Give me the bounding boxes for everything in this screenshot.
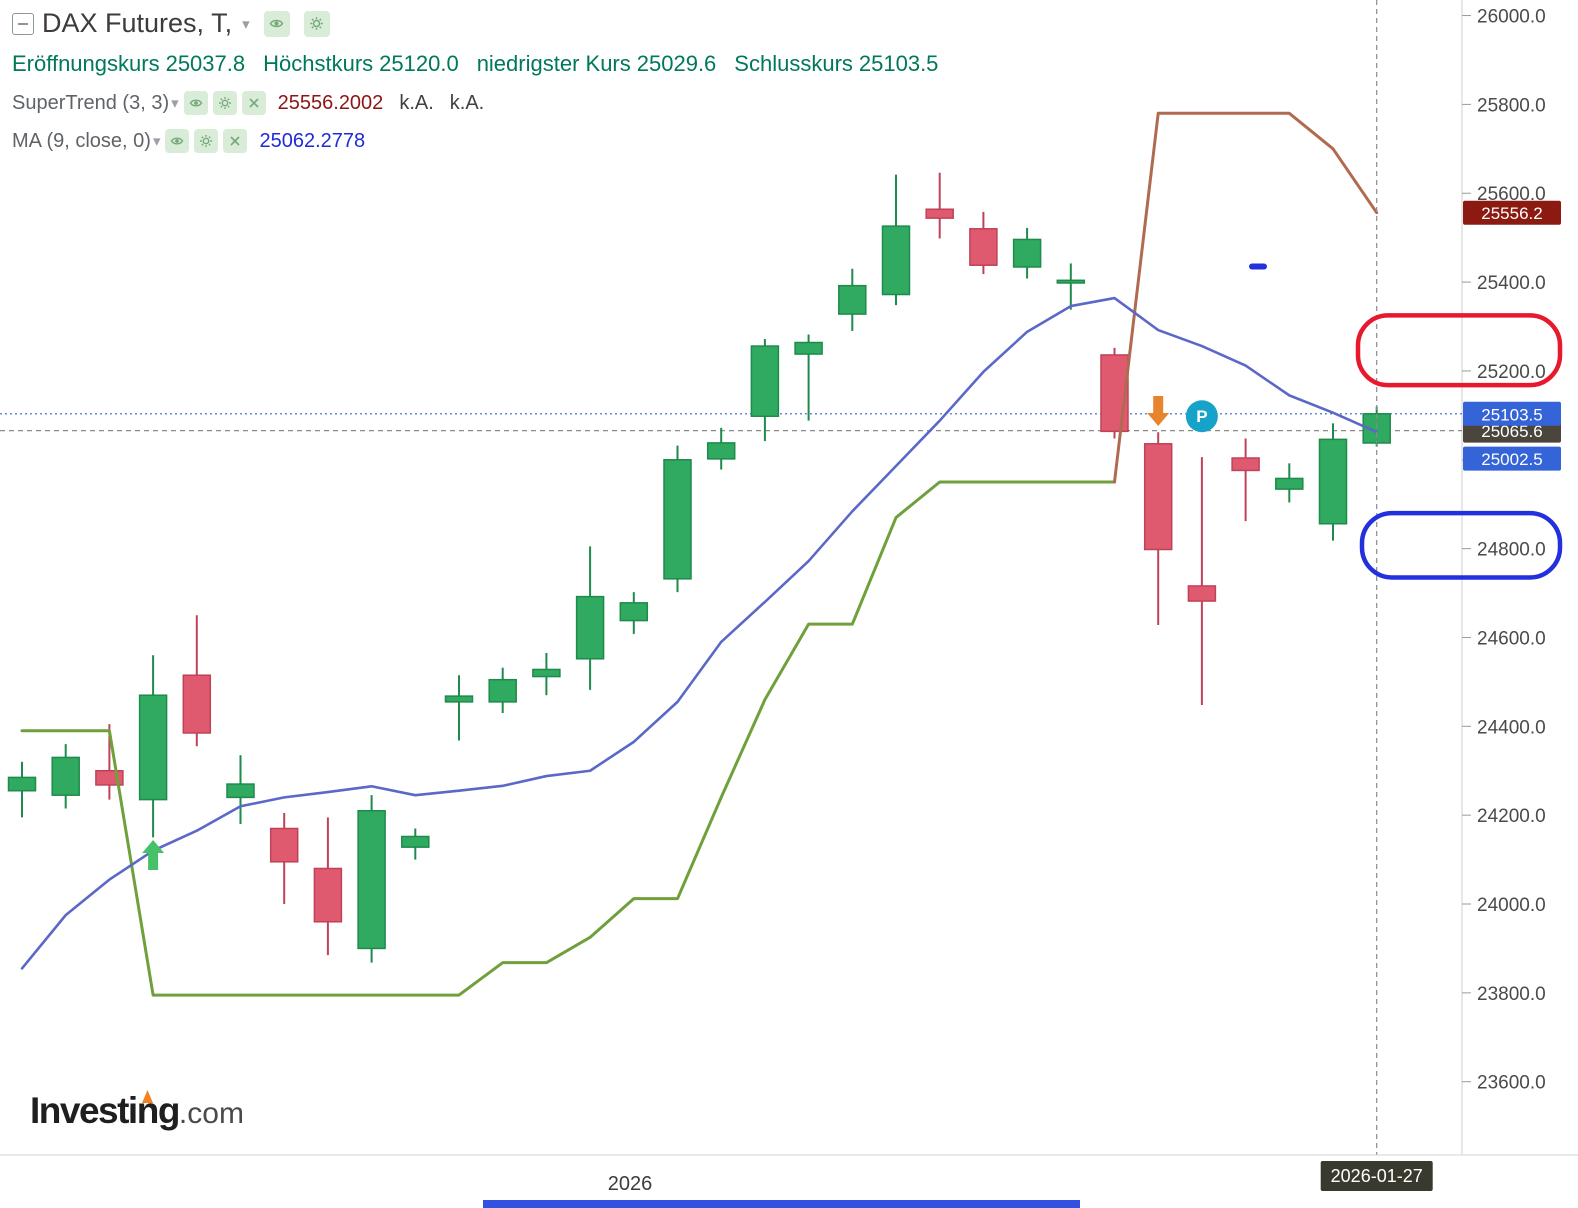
y-tick-label: 24800.0	[1477, 540, 1546, 561]
chevron-down-icon[interactable]: ▾	[171, 95, 179, 112]
candle-body	[488, 678, 517, 703]
candle-body	[1056, 279, 1086, 284]
candle-body	[357, 809, 386, 950]
high-value: 25120.0	[379, 51, 459, 76]
candle-body	[925, 208, 954, 219]
candle-body	[663, 459, 692, 580]
y-tick-label: 24000.0	[1477, 895, 1546, 916]
visibility-icon[interactable]	[263, 10, 290, 37]
candle-body	[1318, 438, 1348, 525]
low-label: niedrigster Kurs	[476, 51, 631, 76]
y-tick-label: 25800.0	[1477, 95, 1546, 116]
indicator-supertrend-label[interactable]: SuperTrend (3, 3)	[12, 91, 170, 114]
scrollbar-thumb[interactable]	[483, 1200, 1080, 1208]
y-tick-label: 23600.0	[1477, 1073, 1546, 1094]
symbol-title[interactable]: DAX Futures, T,	[42, 8, 233, 38]
open-label: Eröffnungskurs	[12, 51, 160, 76]
price-badge-label: 25002.5	[1481, 450, 1542, 469]
settings-icon[interactable]	[212, 91, 237, 115]
supertrend-extra-1: k.A.	[399, 91, 434, 114]
price-badge-label: 25065.6	[1481, 422, 1542, 441]
indicator-ma-label[interactable]: MA (9, close, 0)	[12, 129, 151, 152]
candle-body	[51, 756, 80, 796]
candle-body	[881, 225, 911, 296]
indicator-row-ma: MA (9, close, 0) ▾ 25062.2778	[12, 129, 956, 153]
y-tick-label: 25600.0	[1477, 184, 1546, 205]
price-badge-label: 25556.2	[1481, 204, 1542, 223]
ma-line	[20, 296, 1378, 970]
price-badge	[1463, 200, 1561, 225]
p-marker-label: P	[1196, 407, 1207, 426]
close-icon[interactable]	[223, 129, 248, 153]
crosshair-date-badge	[1320, 1161, 1433, 1191]
ohlc-row: Eröffnungskurs 25037.8 Höchstkurs 25120.…	[12, 51, 956, 77]
candle-body	[182, 674, 212, 734]
candle-body	[794, 341, 823, 355]
chevron-down-icon[interactable]: ▾	[242, 15, 250, 33]
candle-body	[444, 695, 474, 703]
collapse-icon[interactable]	[12, 12, 34, 35]
logo-suffix-text: .com	[178, 1097, 244, 1130]
ma-value: 25062.2778	[259, 129, 366, 152]
y-tick-label: 24200.0	[1477, 806, 1546, 827]
blue-box-annotation[interactable]	[1359, 510, 1563, 580]
chevron-down-icon[interactable]: ▾	[152, 133, 161, 150]
crosshair-date-label: 2026-01-27	[1331, 1166, 1423, 1186]
blue-dash-marker[interactable]	[1249, 263, 1267, 270]
candle-body	[1187, 585, 1217, 602]
open-value: 25037.8	[165, 51, 246, 76]
candle-body	[313, 867, 343, 923]
indicator-row-supertrend: SuperTrend (3, 3) ▾ 25556.2002 k.A. k.A.	[12, 91, 956, 115]
supertrend-extra-2: k.A.	[449, 91, 485, 114]
candle-body	[138, 694, 168, 801]
y-tick-label: 26000.0	[1477, 7, 1546, 28]
y-tick-label: 25400.0	[1477, 273, 1546, 294]
supertrend-upper-line	[1113, 111, 1379, 484]
flame-icon	[142, 1090, 153, 1103]
candle-body	[7, 776, 37, 792]
chart-legend: DAX Futures, T, ▾ Eröffnungskurs 25037.8…	[12, 8, 956, 153]
candle-body	[401, 835, 430, 848]
candle-body	[1012, 238, 1042, 268]
buy-arrow-icon	[142, 840, 165, 871]
candle-body	[1143, 443, 1173, 551]
candle-body	[969, 228, 998, 266]
y-tick-label: 23800.0	[1477, 984, 1546, 1005]
price-badge-label: 25103.5	[1481, 405, 1542, 424]
investing-logo[interactable]: Investing.com	[30, 1090, 244, 1132]
candle-body	[619, 602, 649, 622]
candle-body	[1231, 457, 1260, 472]
symbol-row: DAX Futures, T, ▾	[12, 8, 956, 39]
y-tick-label: 24600.0	[1477, 628, 1546, 649]
candle-body	[706, 442, 736, 460]
candle-body	[1275, 477, 1304, 490]
sell-arrow-icon	[1147, 396, 1170, 427]
x-axis-year-label[interactable]: 2026	[608, 1173, 653, 1195]
candle-body	[532, 668, 561, 678]
settings-icon[interactable]	[194, 129, 219, 153]
visibility-icon[interactable]	[165, 129, 190, 153]
logo-text: Investing	[30, 1090, 180, 1131]
p-marker[interactable]	[1185, 400, 1218, 433]
supertrend-value: 25556.2002	[277, 91, 384, 114]
y-tick-label: 24400.0	[1477, 717, 1546, 738]
candle-body	[575, 595, 605, 660]
candle-body	[838, 284, 867, 315]
candle-body	[226, 783, 255, 799]
close-label: Schlusskurs	[734, 51, 853, 76]
supertrend-lower-line	[20, 480, 1116, 997]
y-tick-label: 25200.0	[1477, 362, 1546, 383]
settings-icon[interactable]	[303, 10, 330, 37]
red-box-annotation[interactable]	[1355, 313, 1563, 388]
close-icon[interactable]	[241, 91, 266, 115]
candle-body	[750, 345, 780, 417]
candle-body	[269, 827, 299, 863]
close-value: 25103.5	[858, 51, 939, 76]
low-value: 25029.6	[636, 51, 717, 76]
price-badge	[1463, 446, 1561, 471]
high-label: Höchstkurs	[263, 51, 374, 76]
visibility-icon[interactable]	[183, 91, 208, 115]
price-badge	[1463, 401, 1561, 426]
